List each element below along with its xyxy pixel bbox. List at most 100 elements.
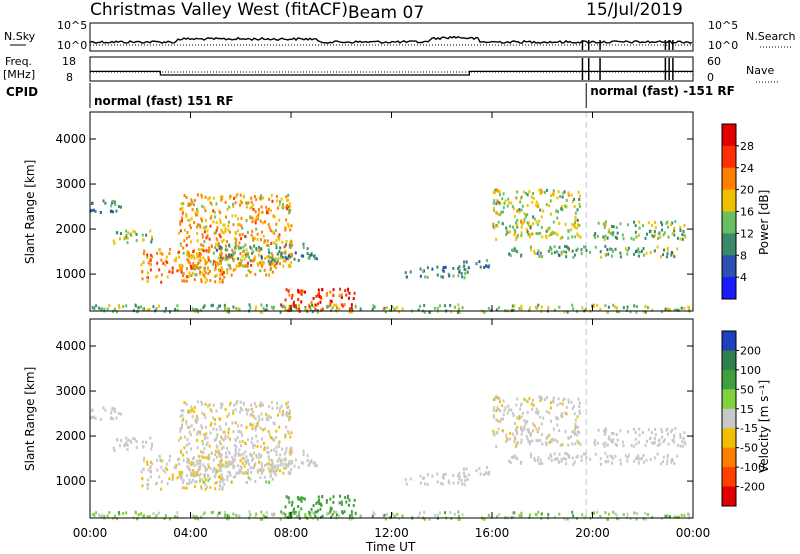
velocity-cell-2-80 bbox=[188, 478, 191, 482]
velocity-cell-4-160 bbox=[215, 428, 218, 432]
power-cell-7-201 bbox=[142, 307, 145, 311]
x-tick-label-4: 16:00 bbox=[475, 526, 510, 540]
velocity-y-tick-label-3: 4000 bbox=[55, 339, 86, 353]
velocity-cell-4-214 bbox=[217, 463, 220, 467]
power-cell-7-49 bbox=[155, 307, 158, 311]
x-tick-label-6: 00:00 bbox=[676, 526, 711, 540]
power-cell-7-97 bbox=[644, 304, 647, 308]
velocity-cell-11-6 bbox=[614, 454, 617, 458]
power-cell-10-91 bbox=[492, 208, 495, 212]
velocity-cell-11-93 bbox=[509, 461, 512, 464]
velocity-cell-10-149 bbox=[526, 428, 529, 432]
velocity-cell-0-16 bbox=[92, 415, 95, 419]
velocity-cell-4-368 bbox=[269, 435, 272, 439]
velocity-cell-4-232 bbox=[215, 469, 218, 473]
velocity-cell-4-221 bbox=[188, 409, 191, 413]
velocity-cell-2-57 bbox=[188, 481, 191, 485]
velocity-cbar-label-6: -100 bbox=[740, 461, 765, 474]
power-cell-2-105 bbox=[223, 275, 226, 279]
power-cell-12-10 bbox=[673, 233, 676, 237]
velocity-cell-4-250 bbox=[247, 468, 250, 472]
velocity-cell-12-67 bbox=[609, 438, 612, 442]
velocity-cell-11-8 bbox=[662, 460, 665, 464]
power-cell-6-52 bbox=[299, 291, 302, 295]
velocity-cell-2-136 bbox=[198, 479, 201, 483]
power-cell-4-147 bbox=[187, 218, 190, 222]
power-cell-7-70 bbox=[248, 303, 251, 307]
velocity-cell-7-175 bbox=[311, 517, 314, 521]
velocity-cell-5-84 bbox=[285, 463, 288, 467]
velocity-cell-1-20 bbox=[118, 444, 121, 448]
power-cell-7-182 bbox=[335, 303, 338, 307]
power-cell-4-228 bbox=[238, 233, 241, 237]
power-cell-4-40 bbox=[178, 263, 181, 267]
power-cell-7-206 bbox=[152, 305, 155, 309]
power-cell-12-63 bbox=[638, 226, 641, 230]
power-cell-4-330 bbox=[285, 218, 288, 222]
velocity-cell-4-333 bbox=[228, 437, 231, 441]
velocity-cell-10-139 bbox=[548, 433, 551, 437]
velocity-cell-4-284 bbox=[289, 435, 292, 439]
velocity-cell-7-41 bbox=[511, 511, 514, 515]
velocity-cell-10-194 bbox=[531, 422, 534, 426]
power-cell-8-11 bbox=[466, 270, 469, 274]
power-cell-4-198 bbox=[195, 225, 198, 229]
velocity-cell-12-79 bbox=[641, 431, 644, 435]
velocity-cell-11-40 bbox=[571, 456, 574, 460]
power-cell-12-50 bbox=[630, 236, 633, 240]
velocity-cell-7-111 bbox=[134, 510, 137, 514]
velocity-cell-8-28 bbox=[447, 479, 450, 483]
power-cell-4-206 bbox=[202, 244, 205, 248]
velocity-cell-2-63 bbox=[141, 477, 144, 481]
velocity-cell-4-198 bbox=[195, 432, 198, 436]
power-cell-4-336 bbox=[290, 261, 293, 265]
power-cell-5-31 bbox=[219, 245, 222, 249]
power-cell-2-62 bbox=[146, 271, 149, 275]
power-cell-6-60 bbox=[329, 301, 332, 305]
power-cell-12-74 bbox=[654, 220, 657, 224]
velocity-cell-12-14 bbox=[619, 429, 622, 433]
power-cell-2-36 bbox=[178, 268, 181, 272]
velocity-cell-5-63 bbox=[239, 453, 242, 457]
velocity-cell-7-225 bbox=[235, 513, 238, 517]
velocity-cell-5-81 bbox=[310, 460, 313, 464]
velocity-cell-2-118 bbox=[195, 473, 198, 477]
velocity-cell-4-364 bbox=[255, 434, 258, 438]
velocity-cell-5-41 bbox=[302, 449, 305, 453]
power-cell-7-89 bbox=[612, 303, 615, 307]
velocity-cell-2-126 bbox=[190, 480, 193, 484]
velocity-cell-4-275 bbox=[281, 447, 284, 451]
velocity-cell-10-91 bbox=[492, 415, 495, 419]
power-cell-4-144 bbox=[220, 228, 223, 232]
velocity-cell-11-59 bbox=[662, 455, 665, 459]
velocity-cell-8-15 bbox=[464, 479, 467, 483]
velocity-cell-8-34 bbox=[457, 481, 460, 485]
velocity-cell-2-9 bbox=[156, 468, 159, 472]
velocity-cell-10-109 bbox=[564, 411, 567, 415]
power-cell-10-133 bbox=[574, 215, 577, 219]
velocity-cell-4-146 bbox=[234, 448, 237, 452]
x-tick-label-1: 04:00 bbox=[173, 526, 208, 540]
power-cell-10-206 bbox=[557, 190, 560, 194]
velocity-cell-5-58 bbox=[234, 452, 237, 456]
power-cell-4-368 bbox=[269, 228, 272, 232]
power-cell-4-288 bbox=[283, 245, 286, 249]
power-cell-4-167 bbox=[258, 249, 261, 253]
power-cell-8-16 bbox=[441, 275, 444, 279]
velocity-cell-7-202 bbox=[418, 511, 421, 515]
power-cell-4-269 bbox=[233, 236, 236, 240]
power-cell-4-33 bbox=[255, 218, 258, 222]
velocity-cell-7-100 bbox=[571, 510, 574, 514]
power-cell-10-172 bbox=[501, 222, 504, 226]
velocity-cell-4-51 bbox=[196, 462, 199, 466]
velocity-cell-3-53 bbox=[202, 480, 205, 484]
power-cell-4-238 bbox=[257, 253, 260, 257]
velocity-cell-5-7 bbox=[282, 466, 285, 470]
power-cell-2-78 bbox=[181, 274, 184, 278]
velocity-cell-3-30 bbox=[213, 475, 216, 479]
power-cell-1-4 bbox=[132, 229, 135, 233]
power-cell-11-68 bbox=[604, 252, 607, 256]
velocity-cell-1-21 bbox=[141, 440, 144, 444]
power-cell-4-81 bbox=[200, 247, 203, 251]
velocity-scatter bbox=[90, 319, 691, 521]
